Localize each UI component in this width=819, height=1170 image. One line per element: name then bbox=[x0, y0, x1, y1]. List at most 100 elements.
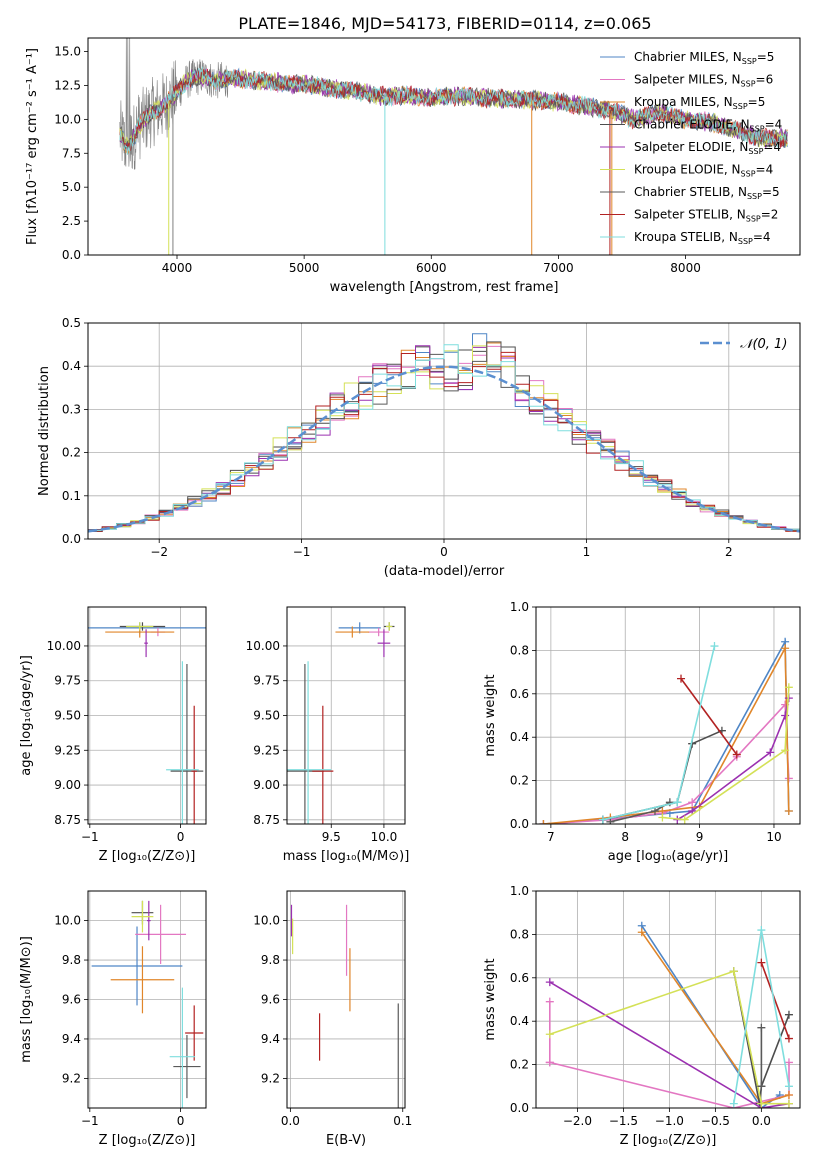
weight-series-line bbox=[602, 645, 716, 821]
x-tick-label: 0 bbox=[440, 545, 448, 559]
y-tick-label: 9.50 bbox=[253, 709, 280, 723]
y-tick-label: 0.6 bbox=[510, 971, 529, 985]
weight-series-line bbox=[610, 801, 671, 823]
errorbar-point bbox=[335, 626, 370, 638]
legend-entry: Kroupa STELIB, NSSP=4 bbox=[634, 230, 771, 246]
histogram-series bbox=[88, 351, 800, 532]
y-tick-label: 0.4 bbox=[510, 1014, 529, 1028]
y-tick-label: 5.0 bbox=[62, 180, 81, 194]
y-tick-label: 0.6 bbox=[510, 687, 529, 701]
errorbar-point bbox=[91, 926, 183, 1006]
y-tick-label: 9.50 bbox=[54, 709, 81, 723]
errorbar-point bbox=[126, 622, 154, 631]
weight-marker bbox=[729, 967, 738, 976]
weight-marker bbox=[784, 683, 793, 692]
y-tick-label: 2.5 bbox=[62, 214, 81, 228]
y-tick-label: 9.75 bbox=[54, 674, 81, 688]
weight-series-line bbox=[662, 687, 790, 821]
errorbar-point bbox=[144, 629, 148, 658]
age_vs_mass-frame bbox=[286, 606, 406, 825]
weight-marker bbox=[688, 798, 697, 807]
weight-marker bbox=[766, 748, 775, 757]
weight-series-line bbox=[733, 971, 790, 1104]
y-tick-label: 0.4 bbox=[510, 730, 529, 744]
weight_vs_age-frame bbox=[535, 606, 801, 825]
weight-marker bbox=[784, 1082, 793, 1091]
weight-marker bbox=[545, 978, 554, 987]
x-axis-label: age [log₁₀(age/yr)] bbox=[608, 849, 729, 864]
x-tick-label: 5000 bbox=[289, 261, 320, 275]
weight-series-line bbox=[543, 702, 790, 824]
errorbar-point bbox=[377, 629, 391, 658]
y-tick-label: 1.0 bbox=[510, 884, 529, 898]
weight-marker bbox=[757, 958, 766, 967]
y-tick-label: 10.00 bbox=[246, 639, 280, 653]
weight-marker bbox=[677, 674, 686, 683]
y-axis-label: Normed distribution bbox=[37, 366, 52, 496]
mass_vs_ebv-frame bbox=[286, 890, 406, 1109]
age_vs_mass-plot-area bbox=[287, 622, 395, 824]
y-axis-label: age [log₁₀(age/yr)] bbox=[19, 655, 34, 776]
errorbar-point bbox=[170, 664, 204, 824]
x-tick-label: 0.0 bbox=[752, 1114, 771, 1128]
legend-entry: Salpeter ELODIE, NSSP=4 bbox=[634, 140, 781, 156]
y-tick-label: 0.8 bbox=[510, 643, 529, 657]
y-tick-label: 9.4 bbox=[261, 1032, 280, 1046]
errorbar-point bbox=[110, 946, 175, 1014]
errorbar-point bbox=[166, 661, 199, 824]
weight-series-line bbox=[641, 925, 781, 1108]
y-tick-label: 7.5 bbox=[62, 146, 81, 160]
weight-marker bbox=[784, 1099, 793, 1108]
x-axis-label: E(B-V) bbox=[326, 1133, 366, 1148]
weight-series-line bbox=[543, 638, 790, 824]
errorbar-point bbox=[135, 904, 187, 964]
x-axis-label: Z [log₁₀(Z/Z⊙)] bbox=[99, 1133, 196, 1148]
legend-entry: Kroupa MILES, NSSP=5 bbox=[634, 95, 765, 111]
y-tick-label: 9.6 bbox=[261, 993, 280, 1007]
x-tick-label: 1 bbox=[583, 545, 591, 559]
mass_vs_ebv-axes: 0.0 0.1 9.2 9.4 9.6 9.8 10.0 E(B-V) bbox=[253, 891, 412, 1148]
x-tick-label: 8000 bbox=[670, 261, 701, 275]
histogram-series bbox=[88, 341, 800, 532]
y-tick-label: 1.0 bbox=[510, 600, 529, 614]
y-tick-label: 9.25 bbox=[54, 743, 81, 757]
errorbar-point bbox=[131, 900, 154, 933]
x-tick-label: 8 bbox=[621, 830, 629, 844]
y-tick-label: 9.6 bbox=[62, 993, 81, 1007]
x-tick-label: −1.5 bbox=[609, 1114, 638, 1128]
weight_vs_Z-plot-area bbox=[545, 921, 793, 1108]
residuals-plot-area bbox=[88, 333, 800, 533]
y-tick-label: 0.2 bbox=[510, 1058, 529, 1072]
y-tick-label: 9.25 bbox=[253, 743, 280, 757]
x-tick-label: 10.0 bbox=[371, 830, 398, 844]
residuals-legend: 𝒩(0, 1) bbox=[700, 337, 787, 352]
weight-marker bbox=[732, 750, 741, 759]
weight-marker bbox=[545, 997, 554, 1006]
y-tick-label: 9.75 bbox=[253, 674, 280, 688]
errorbar-point bbox=[312, 705, 334, 824]
x-tick-label: −2 bbox=[150, 545, 168, 559]
weight_vs_age-plot-area bbox=[539, 637, 793, 824]
x-tick-label: −0.5 bbox=[701, 1114, 730, 1128]
legend-entry: Salpeter MILES, NSSP=6 bbox=[634, 73, 773, 89]
mass_vs_Z-frame bbox=[87, 890, 207, 1109]
weight-marker bbox=[729, 1099, 738, 1108]
y-axis-label: Flux [fλ10⁻¹⁷ erg cm⁻² s⁻¹ A⁻¹] bbox=[25, 48, 40, 245]
y-tick-label: 10.0 bbox=[253, 914, 280, 928]
age_vs_mass-axes: 9.5 10.0 8.75 9.00 9.25 9.50 9.75 10.00 mass [lo… bbox=[246, 607, 409, 864]
gaussian-curve bbox=[88, 365, 800, 533]
weight-marker bbox=[757, 1099, 766, 1108]
x-tick-label: 2 bbox=[725, 545, 733, 559]
y-tick-label: 0.8 bbox=[510, 927, 529, 941]
legend-entry: Chabrier MILES, NSSP=5 bbox=[634, 50, 774, 66]
weight-marker bbox=[665, 798, 674, 807]
y-tick-label: 0.0 bbox=[510, 817, 529, 831]
y-tick-label: 0.0 bbox=[510, 1101, 529, 1115]
residuals-axes: −2 −1 0 1 2 0.0 0.1 0.2 0.3 0.4 0.5 (data-model)/er… bbox=[37, 316, 800, 579]
weight-marker bbox=[784, 1058, 793, 1067]
weight-marker bbox=[784, 1010, 793, 1019]
y-tick-label: 9.00 bbox=[54, 778, 81, 792]
mass_vs_ebv-plot-area bbox=[290, 904, 399, 1108]
residuals-frame bbox=[87, 322, 801, 540]
weight-marker bbox=[784, 1090, 793, 1099]
